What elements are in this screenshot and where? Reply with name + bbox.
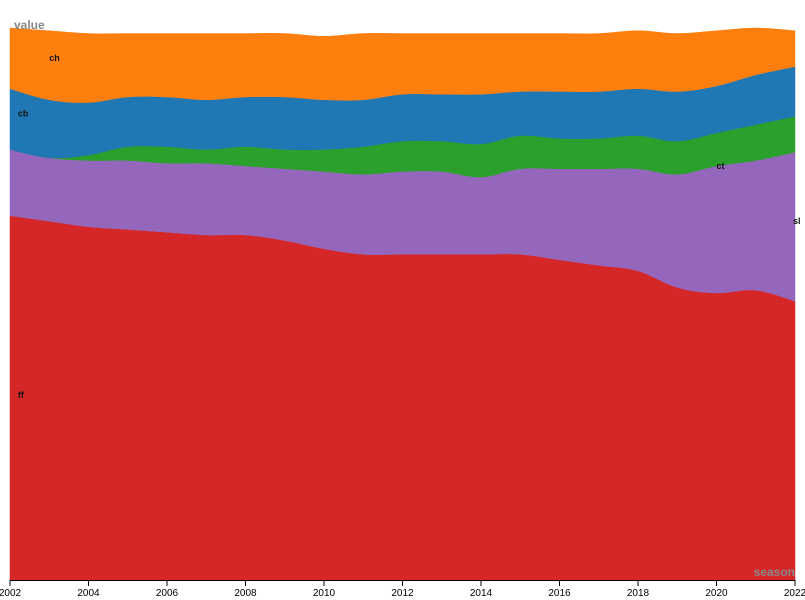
series-label-sl: sl — [793, 216, 801, 226]
x-tick-label: 2012 — [391, 588, 414, 599]
series-label-cb: cb — [18, 108, 29, 118]
x-axis: 2002 2004 2006 2008 2010 2012 2014 2016 2018 2020… — [0, 580, 805, 599]
x-tick-label: 2022 — [784, 588, 805, 599]
x-tick-label: 2020 — [705, 588, 728, 599]
area-ch — [9, 27, 796, 103]
x-axis-title: season — [754, 565, 795, 579]
area-layer — [9, 27, 796, 581]
x-tick-label: 2018 — [627, 588, 650, 599]
x-tick-label: 2010 — [313, 588, 336, 599]
x-tick-label: 2002 — [0, 588, 22, 599]
series-label-ct: ct — [717, 161, 725, 171]
x-tick-label: 2016 — [548, 588, 571, 599]
series-label-ff: ff — [18, 390, 25, 400]
x-tick-label: 2004 — [77, 588, 100, 599]
x-tick-label: 2006 — [156, 588, 179, 599]
x-tick-label: 2008 — [234, 588, 257, 599]
series-label-layer: ch cb ct sl ff — [18, 53, 801, 400]
series-label-ch: ch — [49, 53, 60, 63]
y-axis-title: value — [14, 18, 45, 32]
x-tick-label: 2014 — [470, 588, 493, 599]
